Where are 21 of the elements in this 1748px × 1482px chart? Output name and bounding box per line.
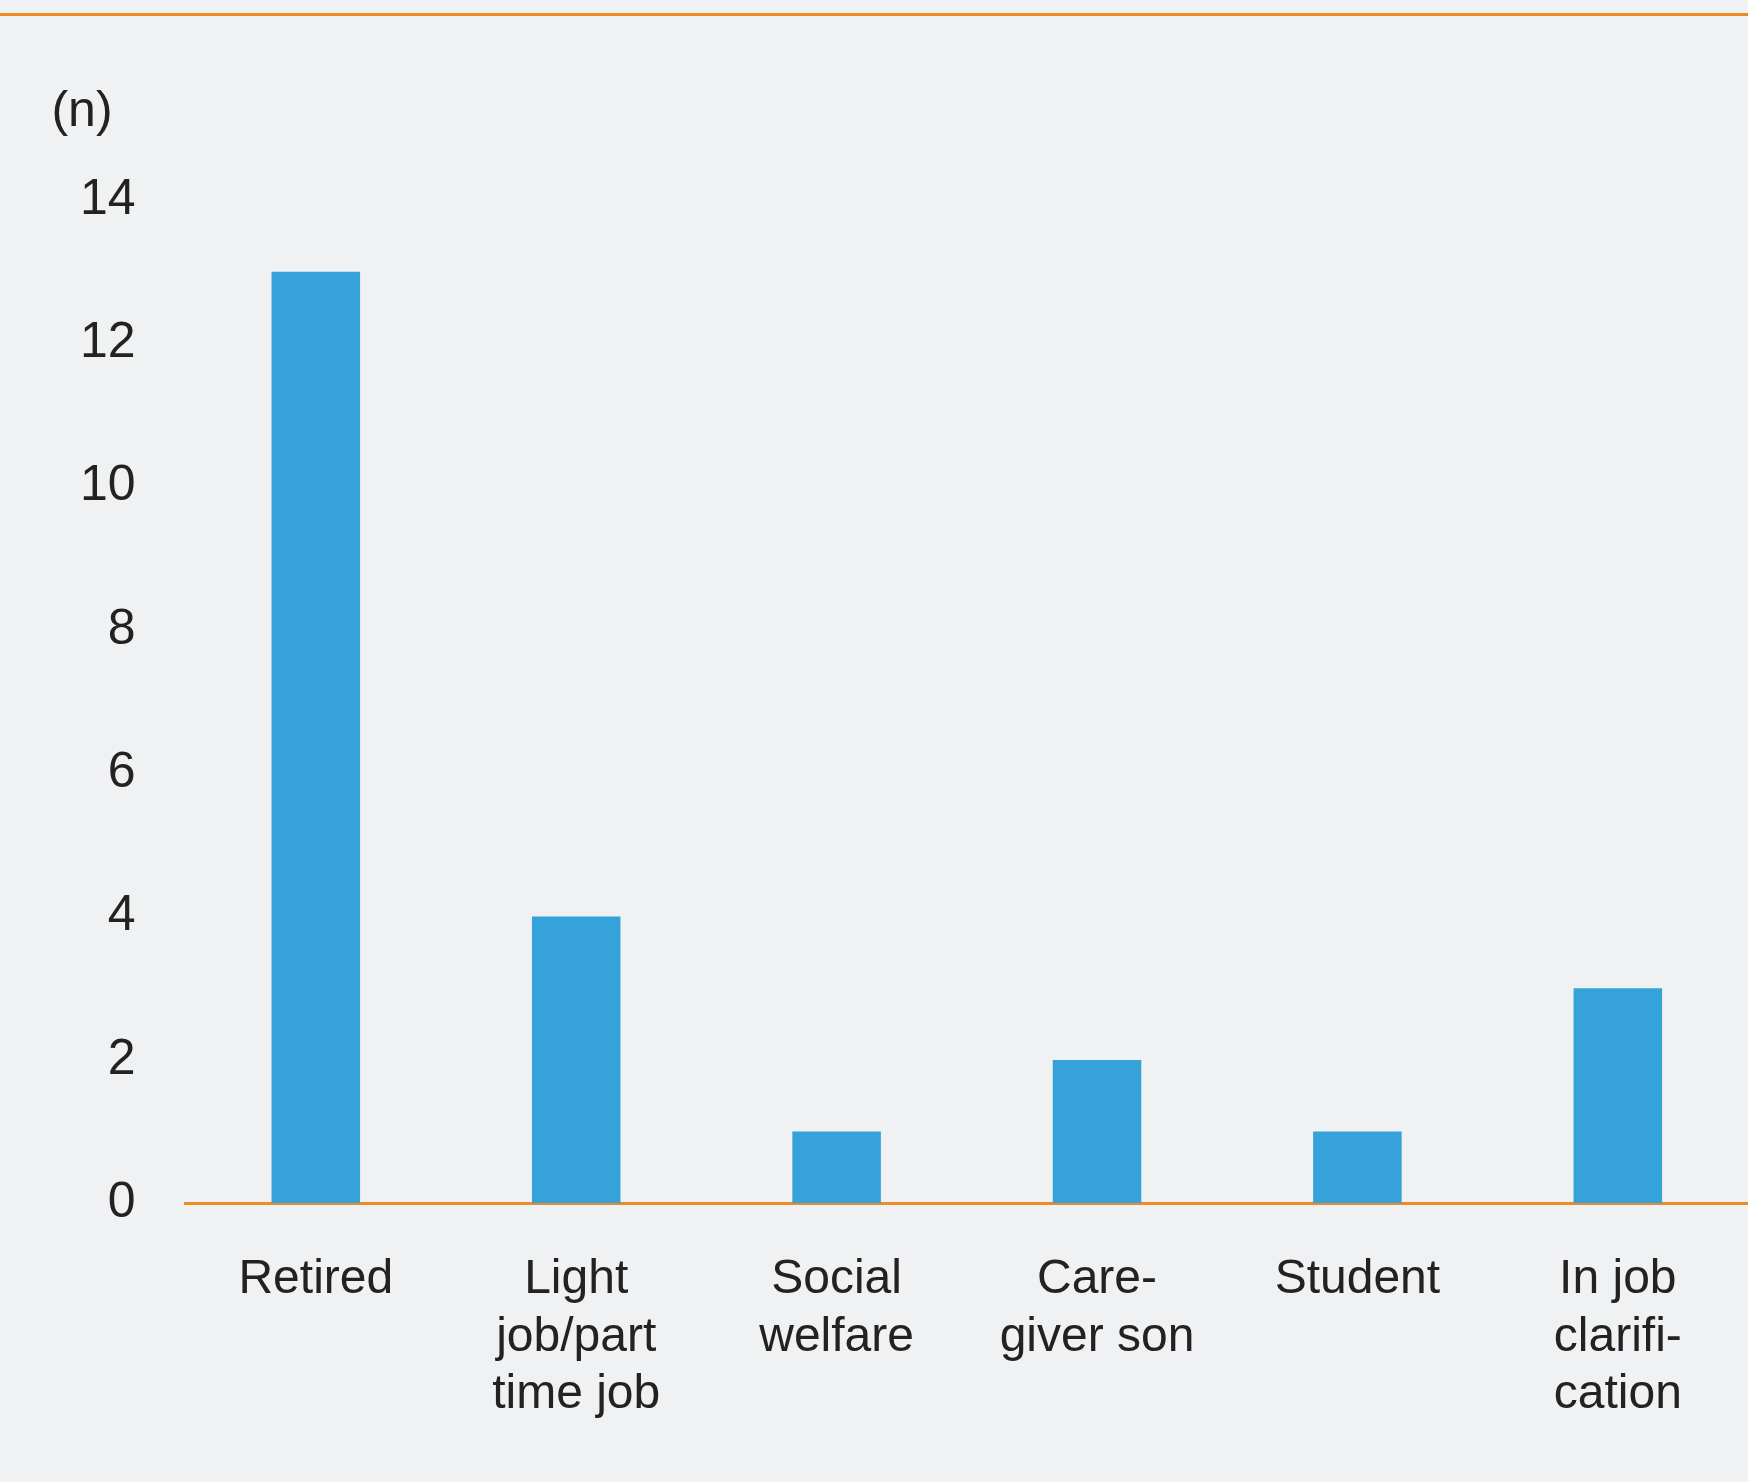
x-tick-label: Light job/part time job bbox=[492, 1250, 661, 1419]
y-axis-title: (n) bbox=[51, 80, 113, 137]
x-tick-label: Student bbox=[1274, 1250, 1441, 1304]
y-tick-label: 8 bbox=[107, 598, 136, 655]
x-tick-label: Retired bbox=[238, 1250, 394, 1304]
y-tick-label: 4 bbox=[107, 885, 136, 942]
bar bbox=[1052, 1059, 1142, 1204]
x-tick-label: Social welfare bbox=[758, 1250, 914, 1361]
y-tick-label: 6 bbox=[107, 742, 136, 799]
y-tick-label: 0 bbox=[107, 1171, 136, 1228]
y-tick-label: 2 bbox=[107, 1028, 136, 1085]
bar bbox=[1573, 988, 1663, 1204]
y-tick-label: 12 bbox=[79, 312, 136, 369]
bar bbox=[271, 271, 361, 1204]
y-tick-label: 14 bbox=[79, 168, 136, 225]
bar bbox=[1313, 1131, 1402, 1204]
bar bbox=[792, 1131, 881, 1204]
x-tick-label: In job clarifi-cation bbox=[1553, 1250, 1682, 1419]
bar bbox=[531, 916, 621, 1204]
y-tick-label: 10 bbox=[79, 455, 136, 512]
x-tick-label: Care-giver son bbox=[999, 1250, 1195, 1361]
